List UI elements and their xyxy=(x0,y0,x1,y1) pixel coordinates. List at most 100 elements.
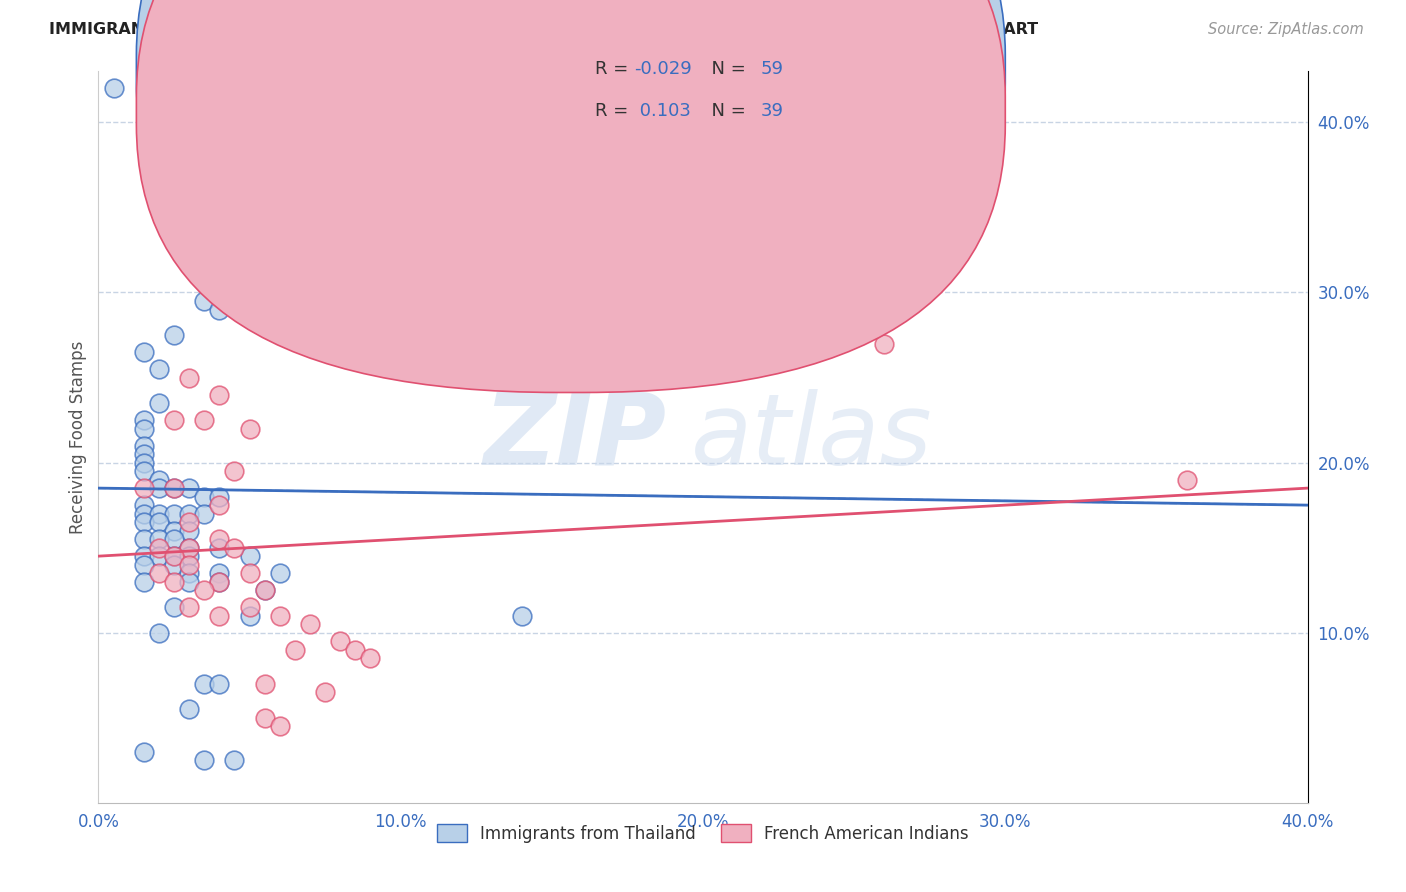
Point xyxy=(193,490,215,504)
Legend: Immigrants from Thailand, French American Indians: Immigrants from Thailand, French America… xyxy=(430,818,976,849)
Point xyxy=(132,507,155,521)
Point xyxy=(179,702,201,716)
Text: R =: R = xyxy=(595,102,634,120)
Point xyxy=(253,583,276,598)
Point xyxy=(193,235,215,249)
Point xyxy=(239,421,262,435)
Point xyxy=(253,583,276,598)
Point xyxy=(224,753,246,767)
Text: R =: R = xyxy=(595,60,634,78)
Point xyxy=(132,464,155,478)
Point xyxy=(163,524,186,538)
Point xyxy=(239,608,262,623)
Text: -0.029: -0.029 xyxy=(634,60,692,78)
Point xyxy=(132,413,155,427)
Point xyxy=(148,566,170,581)
Point xyxy=(163,549,186,563)
Point xyxy=(132,345,155,359)
Point xyxy=(132,574,155,589)
Point xyxy=(179,541,201,555)
Point xyxy=(132,549,155,563)
Point xyxy=(1175,473,1198,487)
Point xyxy=(163,481,186,495)
Point xyxy=(163,600,186,615)
Point xyxy=(163,328,186,343)
Point xyxy=(208,498,231,512)
Point xyxy=(253,711,276,725)
Point xyxy=(193,677,215,691)
Text: Source: ZipAtlas.com: Source: ZipAtlas.com xyxy=(1208,22,1364,37)
Point xyxy=(224,464,246,478)
Point xyxy=(269,566,291,581)
Point xyxy=(148,625,170,640)
Point xyxy=(193,583,215,598)
Point xyxy=(193,413,215,427)
Point xyxy=(208,302,231,317)
Point xyxy=(148,541,170,555)
Point xyxy=(132,515,155,529)
Point xyxy=(163,413,186,427)
Point xyxy=(193,293,215,308)
Point xyxy=(148,481,170,495)
Point xyxy=(132,439,155,453)
Point xyxy=(132,532,155,546)
Point xyxy=(208,677,231,691)
Point xyxy=(510,608,533,623)
Text: 0.103: 0.103 xyxy=(634,102,690,120)
Point xyxy=(179,481,201,495)
Text: 39: 39 xyxy=(761,102,783,120)
Point xyxy=(239,549,262,563)
Point xyxy=(148,396,170,410)
Y-axis label: Receiving Food Stamps: Receiving Food Stamps xyxy=(69,341,87,533)
Point xyxy=(314,685,336,699)
Point xyxy=(193,507,215,521)
Point xyxy=(329,634,352,648)
Text: N =: N = xyxy=(700,60,752,78)
Point xyxy=(132,498,155,512)
Point xyxy=(208,387,231,401)
Point xyxy=(208,574,231,589)
Point xyxy=(132,421,155,435)
Point xyxy=(163,507,186,521)
Point xyxy=(224,235,246,249)
Point xyxy=(148,515,170,529)
Point xyxy=(163,532,186,546)
Point xyxy=(208,532,231,546)
Point xyxy=(163,574,186,589)
Point xyxy=(179,370,201,384)
Point xyxy=(193,753,215,767)
Point xyxy=(208,490,231,504)
Text: 59: 59 xyxy=(761,60,783,78)
Point xyxy=(179,541,201,555)
Point xyxy=(873,336,896,351)
Point xyxy=(148,362,170,376)
Point xyxy=(179,566,201,581)
Point xyxy=(224,541,246,555)
Text: IMMIGRANTS FROM THAILAND VS FRENCH AMERICAN INDIAN RECEIVING FOOD STAMPS CORRELA: IMMIGRANTS FROM THAILAND VS FRENCH AMERI… xyxy=(49,22,1039,37)
Point xyxy=(239,566,262,581)
Point xyxy=(179,600,201,615)
Point xyxy=(179,549,201,563)
Point xyxy=(179,558,201,572)
Text: ZIP: ZIP xyxy=(484,389,666,485)
Text: atlas: atlas xyxy=(690,389,932,485)
Point xyxy=(179,515,201,529)
Point xyxy=(284,642,307,657)
Point xyxy=(360,651,382,665)
Point xyxy=(148,507,170,521)
Point xyxy=(132,481,155,495)
Point xyxy=(193,192,215,206)
Point xyxy=(208,566,231,581)
Point xyxy=(148,473,170,487)
Point xyxy=(208,574,231,589)
Point xyxy=(132,456,155,470)
Point xyxy=(269,719,291,733)
Text: N =: N = xyxy=(700,102,752,120)
Point xyxy=(239,600,262,615)
Point xyxy=(299,617,322,632)
Point xyxy=(269,608,291,623)
Point xyxy=(179,574,201,589)
Point xyxy=(253,677,276,691)
Point xyxy=(208,608,231,623)
Point xyxy=(132,558,155,572)
